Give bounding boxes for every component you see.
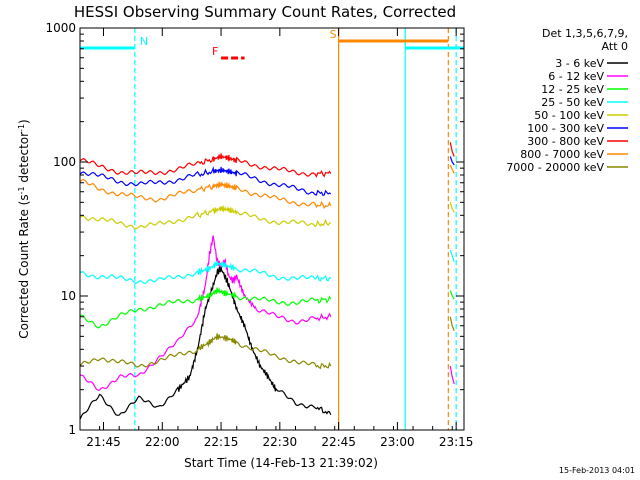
legend-item-8: 7000 - 20000 keV — [506, 161, 604, 174]
series-line-8 — [79, 333, 332, 370]
y-tick-label-1: 10 — [61, 289, 76, 303]
legend-item-3: 25 - 50 keV — [541, 96, 604, 109]
late-series-line-0 — [449, 142, 455, 157]
legend-item-4: 50 - 100 keV — [534, 109, 604, 122]
x-tick-label-1: 22:00 — [145, 435, 180, 449]
x-axis-label: Start Time (14-Feb-13 21:39:02) — [184, 456, 378, 470]
y-label-main: Corrected Count Rate (s — [17, 194, 31, 338]
legend-item-5: 100 - 300 keV — [527, 122, 604, 135]
legend-header: Det 1,3,5,6,7,9, — [542, 27, 628, 40]
footer-date: 15-Feb-2013 04:01 — [559, 466, 635, 475]
late-series-line-2 — [449, 164, 455, 174]
axes-frame — [79, 27, 465, 431]
series-line-7 — [79, 178, 332, 210]
y-label-sup1: -1 — [17, 186, 26, 194]
legend-item-1: 6 - 12 keV — [548, 70, 604, 83]
axis-ticks: 1 10 100 1000 21:45 22:00 22:15 22:30 22:45 23:00… — [45, 21, 473, 449]
flag-label-n: N — [140, 35, 148, 48]
legend-item-6: 300 - 800 keV — [527, 135, 604, 148]
series-line-2 — [79, 287, 332, 329]
y-tick-label-3: 1000 — [45, 21, 76, 35]
y-tick-label-2: 100 — [53, 155, 76, 169]
x-tick-label-0: 21:45 — [86, 435, 121, 449]
late-series-line-5 — [449, 290, 455, 300]
late-series-line-4 — [449, 249, 455, 262]
late-series-line-1 — [449, 156, 455, 166]
x-tick-label-2: 22:15 — [204, 435, 239, 449]
series-line-4 — [79, 205, 331, 230]
legend-item-0: 3 - 6 keV — [555, 57, 604, 70]
flag-label-s: S — [330, 28, 337, 41]
y-label-end: ) — [17, 119, 31, 124]
legend-att: Att 0 — [602, 40, 628, 53]
y-axis-label: Corrected Count Rate (s-1 detector-1) — [17, 119, 32, 338]
y-tick-label-0: 1 — [68, 423, 76, 437]
series-line-1 — [79, 235, 332, 391]
plot-area: N S F — [79, 28, 464, 430]
late-series-line-7 — [449, 365, 455, 385]
flag-label-f: F — [212, 45, 218, 58]
chart-title: HESSI Observing Summary Count Rates, Cor… — [74, 3, 456, 21]
x-tick-label-5: 23:00 — [380, 435, 415, 449]
late-series-line-3 — [449, 202, 455, 213]
legend-item-7: 800 - 7000 keV — [520, 148, 604, 161]
late-series-line-6 — [449, 316, 455, 332]
y-label-mid: detector — [17, 132, 31, 187]
legend-item-2: 12 - 25 keV — [541, 83, 604, 96]
x-tick-label-4: 22:45 — [321, 435, 356, 449]
series-line-3 — [79, 260, 332, 285]
series-line-5 — [79, 165, 332, 196]
series-line-6 — [79, 153, 332, 178]
y-label-sup2: -1 — [17, 124, 26, 132]
x-tick-label-6: 23:15 — [439, 435, 474, 449]
x-tick-label-3: 22:30 — [263, 435, 298, 449]
series-line-0 — [79, 265, 332, 420]
